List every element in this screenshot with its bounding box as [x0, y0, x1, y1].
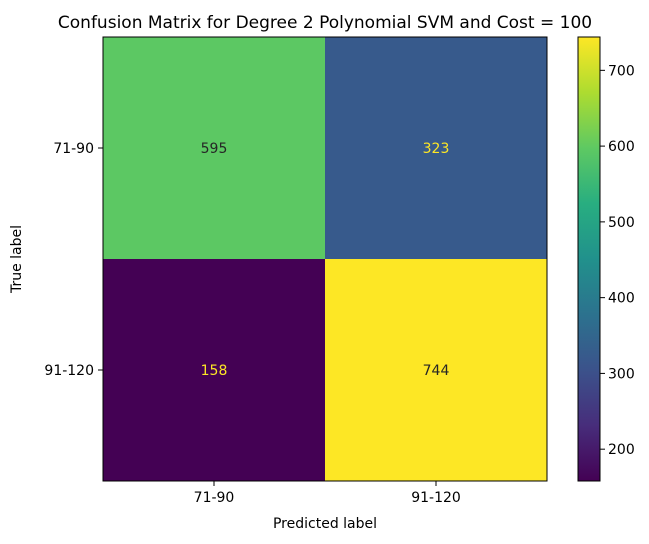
heatmap-cell	[103, 259, 325, 481]
colorbar-ticks: 200 300 400 500 600 700	[600, 63, 635, 458]
heatmap-cell	[103, 37, 325, 259]
x-tick-label: 91-120	[411, 490, 461, 506]
y-axis-ticks: 71-90 91-120	[44, 141, 103, 379]
y-tick-label: 91-120	[44, 363, 94, 379]
heatmap-cell-value: 323	[423, 141, 450, 157]
plot-frame	[102, 36, 548, 482]
x-tick-label: 71-90	[194, 490, 235, 506]
colorbar-tick-label: 700	[608, 63, 635, 79]
heatmap-cell	[325, 259, 547, 481]
heatmap-cell-value: 158	[201, 363, 228, 379]
y-tick-label: 71-90	[53, 141, 94, 157]
colorbar-tick-label: 500	[608, 215, 635, 231]
colorbar-tick-label: 400	[608, 291, 635, 307]
x-axis-ticks: 71-90 91-120	[194, 481, 461, 506]
heatmap-cell-labels: 595 323 158 744	[201, 141, 450, 379]
x-axis-label: Predicted label	[273, 516, 377, 532]
chart-title: Confusion Matrix for Degree 2 Polynomial…	[58, 13, 592, 33]
heatmap-cell-value: 595	[201, 141, 228, 157]
heatmap-cell-value: 744	[423, 363, 450, 379]
heatmap-cells	[103, 37, 547, 481]
colorbar-tick-label: 200	[608, 442, 635, 458]
y-axis-label: True label	[9, 225, 25, 294]
colorbar-tick-label: 600	[608, 139, 635, 155]
colorbar	[577, 36, 601, 482]
colorbar-tick-label: 300	[608, 366, 635, 382]
heatmap-cell	[325, 37, 547, 259]
